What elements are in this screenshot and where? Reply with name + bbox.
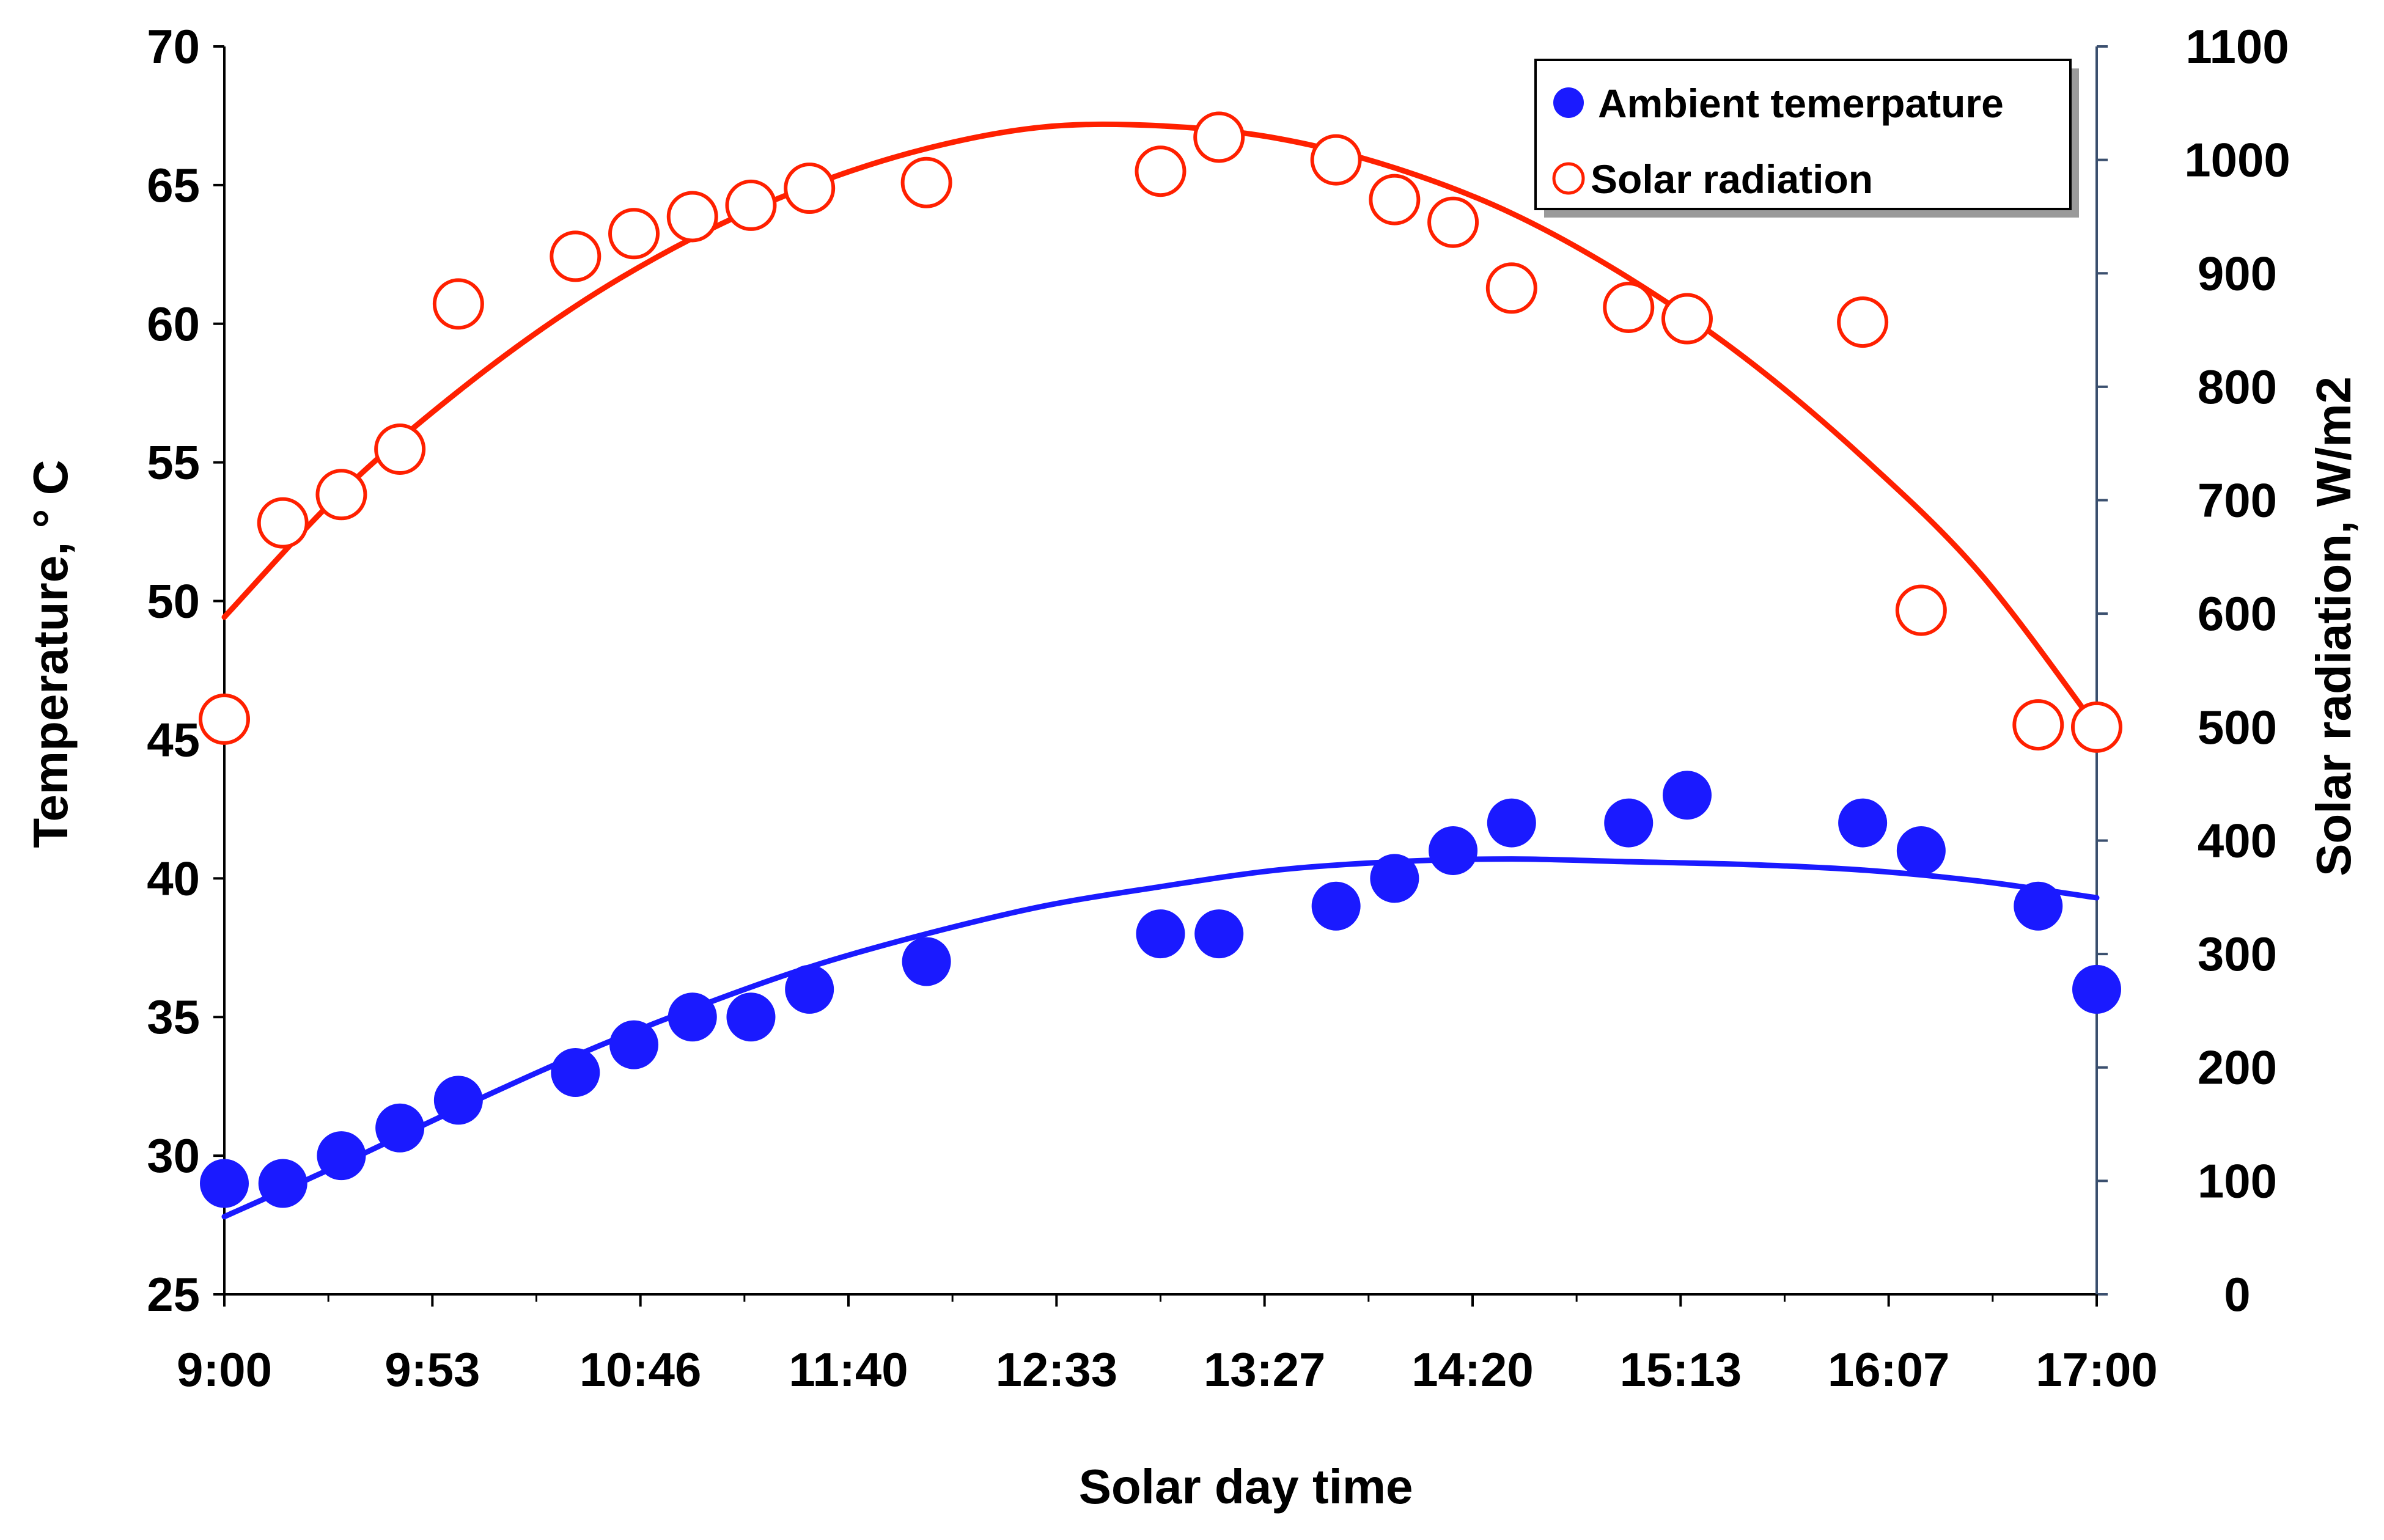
y-tick-label: 60: [147, 297, 200, 351]
ambient-temperature-point: [1604, 798, 1654, 848]
x-tick-label: 14:20: [1411, 1343, 1534, 1396]
y2-tick-label: 800: [2198, 360, 2277, 414]
x-tick-label: 9:53: [384, 1343, 480, 1396]
y2-tick-label: 700: [2198, 474, 2277, 527]
axes-layer: [213, 45, 2108, 1307]
y-tick-label: 65: [147, 158, 200, 212]
solar-radiation-point: [1895, 584, 1947, 636]
y2-tick-label: 600: [2198, 587, 2277, 640]
ambient-temperature-point: [1662, 771, 1712, 820]
ambient-temperature-point: [902, 937, 951, 986]
trendlines-layer: [221, 121, 2100, 1220]
x-tick-label: 12:33: [996, 1343, 1118, 1396]
ambient-temperature-point: [2072, 964, 2121, 1014]
solar-radiation-point: [1193, 111, 1245, 163]
y-tick-label: 50: [147, 574, 200, 628]
legend-label-ambient: Ambient temerpature: [1598, 81, 2004, 126]
ambient-temperature-point: [1429, 826, 1478, 875]
ambient-temperature-point: [200, 1159, 249, 1208]
ambient-temperature-point: [317, 1131, 366, 1181]
x-tick-label: 16:07: [1828, 1343, 1950, 1396]
ambient-temperature-point: [609, 1020, 659, 1069]
x-tick-label: 17:00: [2036, 1343, 2158, 1396]
ambient-temperature-trendline: [221, 856, 2100, 1220]
points-layer: [199, 111, 2122, 1208]
ambient-temperature-point: [668, 992, 717, 1042]
solar-radiation-point: [784, 163, 836, 215]
solar-radiation-point: [315, 469, 367, 521]
x-axis-title: Solar day time: [1079, 1459, 1413, 1514]
solar-radiation-point: [432, 278, 484, 330]
solar-radiation-point: [1135, 145, 1186, 197]
ambient-temperature-point: [1194, 909, 1244, 959]
y-tick-label: 25: [147, 1267, 200, 1321]
legend-label-solar: Solar radiation: [1591, 156, 1873, 202]
ambient-temperature-point: [785, 964, 834, 1014]
solar-radiation-point: [1603, 281, 1655, 333]
solar-radiation-point: [608, 208, 660, 260]
y-tick-label: 45: [147, 713, 200, 766]
ambient-temperature-point: [258, 1159, 307, 1208]
ambient-temperature-point: [1370, 854, 1419, 903]
solar-radiation-point: [2071, 701, 2122, 753]
y-tick-label: 35: [147, 990, 200, 1044]
y-axis-title: Temperature, ° C: [23, 460, 78, 848]
solar-radiation-point: [725, 179, 777, 231]
y2-axis-title: Solar radiation, W/m2: [2306, 376, 2361, 876]
solar-radiation-point: [374, 424, 426, 475]
solar-radiation-point: [2012, 699, 2064, 751]
solar-radiation-point: [1661, 293, 1713, 345]
y2-tick-label: 1100: [2185, 20, 2289, 73]
y2-tick-label: 200: [2198, 1041, 2277, 1094]
y-tick-label: 40: [147, 851, 200, 905]
solar-radiation-point: [666, 191, 718, 243]
x-tick-label: 13:27: [1204, 1343, 1326, 1396]
solar-radiation-point: [199, 693, 250, 745]
ambient-temperature-point: [433, 1076, 483, 1125]
ambient-temperature-point: [1311, 881, 1361, 931]
y2-tick-label: 500: [2198, 700, 2277, 754]
ambient-temperature-point: [1136, 909, 1185, 959]
y2-tick-label: 0: [2224, 1267, 2250, 1321]
solar-radiation-point: [257, 497, 309, 549]
solar-radiation-point: [1485, 262, 1537, 314]
solar-radiation-point: [1310, 134, 1362, 186]
solar-radiation-point: [900, 156, 952, 208]
legend-marker-solar: [1552, 162, 1585, 195]
ambient-temperature-point: [1896, 826, 1946, 875]
ambient-temperature-point: [726, 992, 776, 1042]
x-tick-label: 15:13: [1620, 1343, 1742, 1396]
legend: Ambient temerpature Solar radiation: [1534, 59, 2079, 218]
x-tick-label: 11:40: [789, 1343, 908, 1396]
y2-tick-label: 900: [2198, 246, 2277, 300]
labels-layer: 2530354045505560657001002003004005006007…: [147, 20, 2290, 1396]
solar-radiation-point: [1837, 296, 1889, 348]
ambient-temperature-point: [1838, 798, 1888, 848]
ambient-temperature-point: [1487, 798, 1536, 848]
y2-tick-label: 400: [2198, 813, 2277, 867]
y2-tick-label: 300: [2198, 927, 2277, 981]
x-tick-label: 10:46: [579, 1343, 702, 1396]
y-tick-label: 30: [147, 1129, 200, 1182]
y2-tick-label: 100: [2198, 1154, 2277, 1208]
solar-radiation-trendline: [221, 121, 2100, 730]
y-tick-label: 55: [147, 436, 200, 490]
ambient-temperature-point: [2014, 881, 2063, 931]
ambient-temperature-point: [375, 1103, 425, 1153]
solar-radiation-point: [1369, 174, 1421, 226]
solar-radiation-point: [1427, 196, 1479, 248]
legend-marker-ambient: [1553, 87, 1584, 118]
legend-box: [1534, 59, 2072, 210]
x-tick-label: 9:00: [177, 1343, 272, 1396]
ambient-temperature-point: [551, 1047, 600, 1097]
solar-radiation-point: [550, 230, 602, 282]
y2-tick-label: 1000: [2184, 133, 2290, 187]
y-tick-label: 70: [147, 20, 200, 73]
